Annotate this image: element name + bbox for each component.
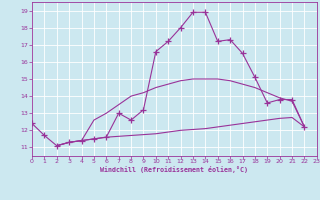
X-axis label: Windchill (Refroidissement éolien,°C): Windchill (Refroidissement éolien,°C) xyxy=(100,166,248,173)
